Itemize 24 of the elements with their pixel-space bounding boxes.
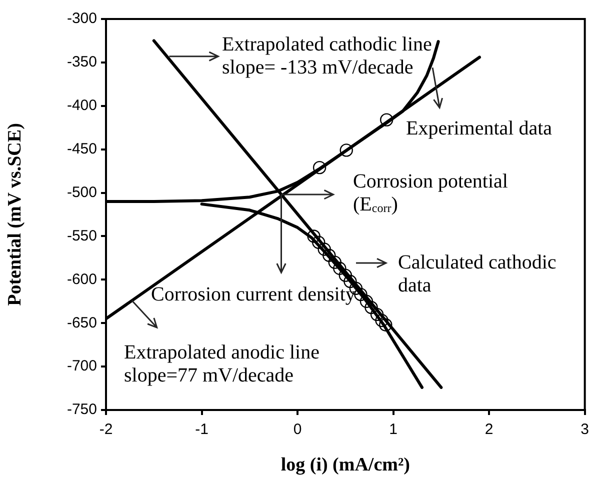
annotation: Experimental data xyxy=(406,117,552,140)
x-tick-label: 1 xyxy=(389,421,398,438)
y-tick-label: -550 xyxy=(66,227,97,244)
y-tick-label: -700 xyxy=(66,358,97,375)
y-tick-label: -750 xyxy=(66,401,97,418)
x-axis-title: log (i) (mA/cm²) xyxy=(280,454,410,476)
x-tick-label: 0 xyxy=(293,421,302,438)
annotation: Corrosion potential (Ecorr) xyxy=(353,170,508,216)
x-tick-label: 3 xyxy=(580,421,589,438)
annotation: Extrapolated anodic line slope=77 mV/decade xyxy=(124,341,320,386)
y-tick-label: -600 xyxy=(66,270,97,288)
y-tick-label: -350 xyxy=(66,54,97,71)
x-tick-label: 2 xyxy=(484,421,494,438)
annotation: Corrosion current density xyxy=(151,283,356,306)
annotation: Extrapolated cathodic line slope= -133 mV/decade xyxy=(222,33,432,78)
y-tick-label: -400 xyxy=(66,97,97,114)
x-tick-label: -2 xyxy=(99,421,113,438)
annotation: Calculated cathodic data xyxy=(398,251,556,296)
y-tick-label: -650 xyxy=(66,314,97,332)
x-tick-label: -1 xyxy=(195,421,208,438)
y-tick-label: -300 xyxy=(66,10,97,28)
y-tick-label: -500 xyxy=(66,184,97,201)
y-tick-label: -450 xyxy=(66,140,97,158)
y-axis-title: Potential (mV vs.SCE) xyxy=(4,123,26,306)
